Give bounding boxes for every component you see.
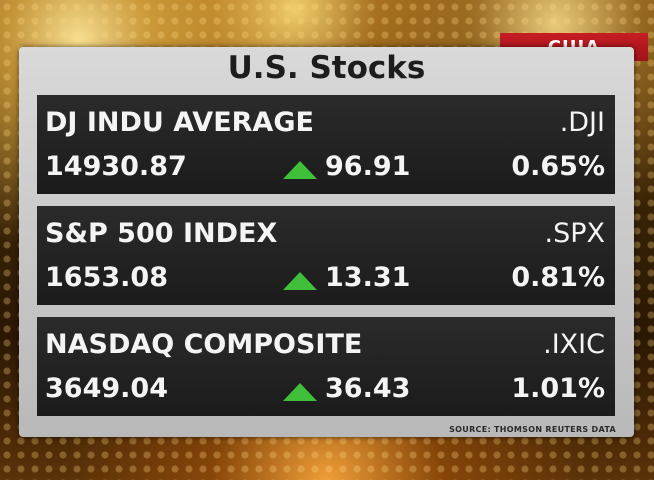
index-symbol: .SPX	[544, 218, 606, 249]
index-percent: 0.81%	[511, 262, 605, 293]
index-card-ixic: NASDAQ COMPOSITE .IXIC 3649.04 36.43 1.0…	[37, 317, 615, 416]
index-symbol: .DJI	[559, 107, 605, 138]
panel-title: U.S. Stocks	[227, 50, 426, 86]
index-symbol: .IXIC	[543, 329, 605, 360]
index-change: 36.43	[325, 373, 411, 404]
index-price: 14930.87	[45, 151, 187, 182]
source-credit: SOURCE: THOMSON REUTERS DATA	[449, 425, 616, 434]
index-card-dji: DJ INDU AVERAGE .DJI 14930.87 96.91 0.65…	[37, 95, 615, 194]
index-name: S&P 500 INDEX	[45, 218, 278, 249]
index-price: 1653.08	[45, 262, 168, 293]
stocks-panel: U.S. Stocks DJ INDU AVERAGE .DJI 14930.8…	[19, 47, 634, 437]
index-card-spx: S&P 500 INDEX .SPX 1653.08 13.31 0.81%	[37, 206, 615, 305]
index-name: NASDAQ COMPOSITE	[45, 329, 363, 360]
up-arrow-icon	[283, 272, 317, 290]
index-percent: 1.01%	[511, 373, 605, 404]
index-name: DJ INDU AVERAGE	[45, 107, 314, 138]
index-change: 96.91	[325, 151, 411, 182]
index-change: 13.31	[325, 262, 411, 293]
index-price: 3649.04	[45, 373, 168, 404]
index-percent: 0.65%	[511, 151, 605, 182]
up-arrow-icon	[283, 383, 317, 401]
up-arrow-icon	[283, 161, 317, 179]
